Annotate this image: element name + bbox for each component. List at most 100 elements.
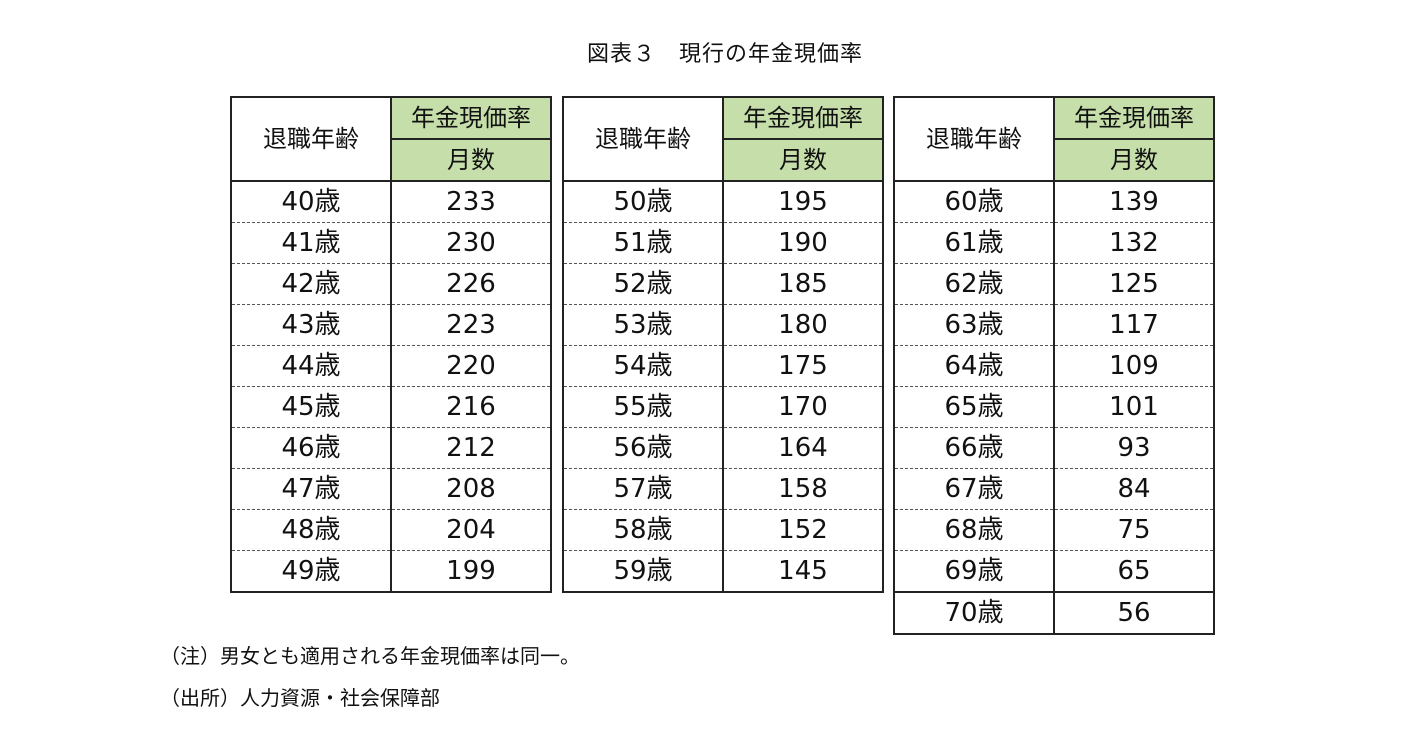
table-row: 40歳 233 (231, 181, 551, 223)
months-value-cell: 152 (723, 509, 883, 551)
table-row: 63歳 117 (894, 304, 1214, 346)
retirement-age-cell: 51歳 (563, 222, 724, 264)
retirement-age-cell: 66歳 (894, 427, 1055, 469)
unit-header-row: 月数 (231, 139, 551, 182)
retirement-age-cell: 46歳 (231, 427, 392, 469)
retirement-age-cell: 57歳 (563, 468, 724, 510)
months-value-cell: 170 (723, 386, 883, 428)
table-row: 70歳 56 (894, 591, 1214, 634)
retirement-age-cell: 67歳 (894, 468, 1055, 510)
retirement-age-cell: 41歳 (231, 222, 392, 264)
months-value-cell: 185 (723, 263, 883, 305)
source-note: （出所）人力資源・社会保障部 (160, 686, 440, 710)
table-row: 48歳 204 (231, 509, 551, 551)
table-row: 45歳 216 (231, 386, 551, 428)
table-row: 55歳 170 (563, 386, 883, 428)
table-row: 49歳 199 (231, 550, 551, 592)
retirement-age-cell: 54歳 (563, 345, 724, 387)
months-value-cell: 204 (391, 509, 551, 551)
table-row: 65歳 101 (894, 386, 1214, 428)
months-value-cell: 84 (1054, 468, 1214, 510)
table-row: 59歳 145 (563, 550, 883, 592)
table-row: 56歳 164 (563, 427, 883, 469)
retirement-age-cell: 61歳 (894, 222, 1055, 264)
months-value-cell: 139 (1054, 181, 1214, 223)
unit-header-row: 月数 (563, 139, 883, 182)
table-row: 52歳 185 (563, 263, 883, 305)
retirement-age-cell: 52歳 (563, 263, 724, 305)
retirement-age-cell: 65歳 (894, 386, 1055, 428)
table-row: 61歳 132 (894, 222, 1214, 264)
pension-rate-table-2: 退職年齢 年金現価率 月数 50歳 195 51歳 190 52歳 185 53歳 180 54… (562, 96, 884, 593)
retirement-age-cell: 43歳 (231, 304, 392, 346)
rate-header: 年金現価率 (1054, 97, 1214, 140)
header-row: 退職年齢 年金現価率 (894, 97, 1214, 182)
table-row: 44歳 220 (231, 345, 551, 387)
table-row: 41歳 230 (231, 222, 551, 264)
retirement-age-cell: 50歳 (563, 181, 724, 223)
months-value-cell: 216 (391, 386, 551, 428)
retirement-age-cell: 48歳 (231, 509, 392, 551)
table-body: 退職年齢 年金現価率 月数 40歳 233 41歳 230 42歳 226 43歳 223 44… (231, 97, 551, 592)
table-row: 68歳 75 (894, 509, 1214, 551)
unit-header: 月数 (391, 139, 551, 182)
months-value-cell: 56 (1054, 591, 1214, 634)
table-row: 69歳 65 (894, 550, 1214, 593)
months-value-cell: 164 (723, 427, 883, 469)
retirement-age-cell: 59歳 (563, 550, 724, 592)
table-row: 50歳 195 (563, 181, 883, 223)
retirement-age-cell: 42歳 (231, 263, 392, 305)
footnote: （注）男女とも適用される年金現価率は同一。 (160, 644, 580, 668)
table-row: 47歳 208 (231, 468, 551, 510)
months-value-cell: 212 (391, 427, 551, 469)
months-value-cell: 117 (1054, 304, 1214, 346)
months-value-cell: 145 (778, 556, 828, 586)
retirement-age-cell: 68歳 (894, 509, 1055, 551)
months-value-cell: 223 (391, 304, 551, 346)
pension-rate-table-3: 退職年齢 年金現価率 月数 60歳 139 61歳 132 62歳 125 63歳 117 64… (893, 96, 1215, 635)
months-value-cell: 199 (446, 556, 496, 586)
rate-header: 年金現価率 (391, 97, 551, 140)
table-row: 42歳 226 (231, 263, 551, 305)
months-value-cell: 158 (723, 468, 883, 510)
header-row: 退職年齢 年金現価率 (231, 97, 551, 182)
age-header: 退職年齢 (563, 97, 724, 182)
retirement-age-cell: 58歳 (563, 509, 724, 551)
retirement-age-cell: 45歳 (231, 386, 392, 428)
retirement-age-cell: 53歳 (563, 304, 724, 346)
months-value-cell: 233 (391, 181, 551, 223)
months-value-cell: 190 (723, 222, 883, 264)
months-value-cell: 220 (391, 345, 551, 387)
table-row: 54歳 175 (563, 345, 883, 387)
age-header: 退職年齢 (894, 97, 1055, 182)
table-row: 46歳 212 (231, 427, 551, 469)
unit-header: 月数 (1054, 139, 1214, 182)
table-row: 58歳 152 (563, 509, 883, 551)
months-value-cell: 230 (391, 222, 551, 264)
retirement-age-cell: 60歳 (894, 181, 1055, 223)
table-body: 退職年齢 年金現価率 月数 50歳 195 51歳 190 52歳 185 53歳 180 54… (563, 97, 883, 592)
retirement-age-cell: 63歳 (894, 304, 1055, 346)
table-row: 57歳 158 (563, 468, 883, 510)
retirement-age-cell: 55歳 (563, 386, 724, 428)
pension-rate-table-1: 退職年齢 年金現価率 月数 40歳 233 41歳 230 42歳 226 43歳 223 44… (230, 96, 552, 593)
months-value-cell: 208 (391, 468, 551, 510)
age-header: 退職年齢 (231, 97, 392, 182)
months-value-cell: 101 (1054, 386, 1214, 428)
retirement-age-cell: 49歳 (231, 550, 392, 592)
months-value-cell: 93 (1054, 427, 1214, 469)
retirement-age-cell: 62歳 (894, 263, 1055, 305)
retirement-age-cell: 56歳 (563, 427, 724, 469)
table-row: 53歳 180 (563, 304, 883, 346)
months-value-cell: 75 (1054, 509, 1214, 551)
retirement-age-cell: 69歳 (894, 550, 1055, 593)
unit-header-row: 月数 (894, 139, 1214, 182)
months-value-cell: 132 (1054, 222, 1214, 264)
retirement-age-cell: 44歳 (231, 345, 392, 387)
retirement-age-cell: 70歳 (894, 591, 1055, 634)
months-value-cell: 125 (1054, 263, 1214, 305)
months-value-cell: 195 (723, 181, 883, 223)
table-row: 67歳 84 (894, 468, 1214, 510)
table-row: 43歳 223 (231, 304, 551, 346)
months-value-cell: 180 (723, 304, 883, 346)
